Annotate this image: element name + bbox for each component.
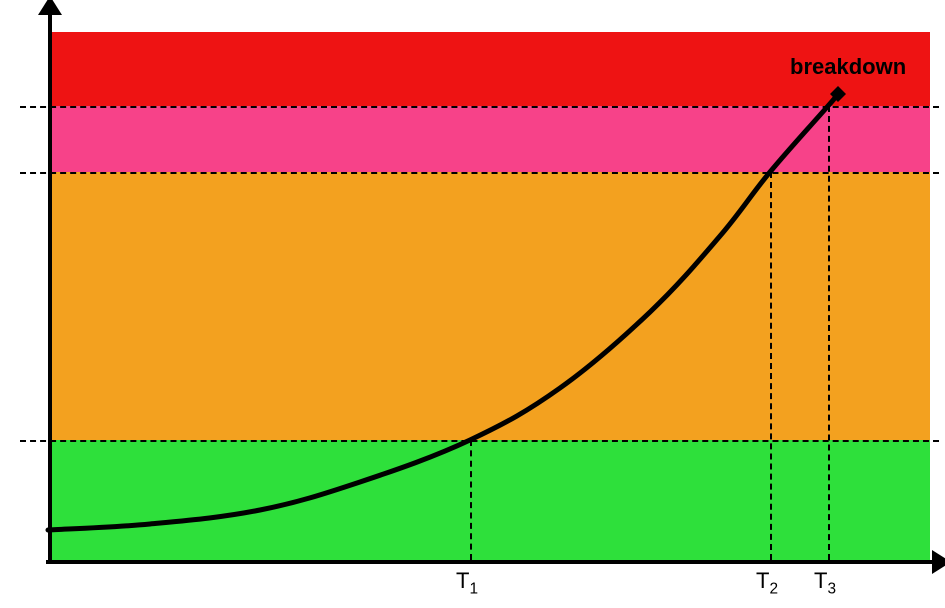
chart-container: T1 T2 T3 breakdown: [0, 0, 945, 608]
hline-2: [20, 106, 939, 108]
x-axis: [46, 560, 932, 564]
y-axis-arrow: [38, 0, 62, 15]
y-axis: [48, 8, 52, 564]
breakdown-label: breakdown: [790, 54, 906, 80]
vline-t1: [470, 440, 472, 560]
band-orange: [48, 172, 930, 440]
tick-label-t2: T2: [756, 568, 778, 598]
band-pink: [48, 106, 930, 172]
tick-label-t3: T3: [814, 568, 836, 598]
vline-t2: [770, 172, 772, 560]
hline-0: [20, 440, 939, 442]
x-axis-arrow: [932, 550, 945, 574]
band-green: [48, 440, 930, 560]
vline-t3: [828, 106, 830, 560]
tick-label-t1: T1: [456, 568, 478, 598]
hline-1: [20, 172, 939, 174]
